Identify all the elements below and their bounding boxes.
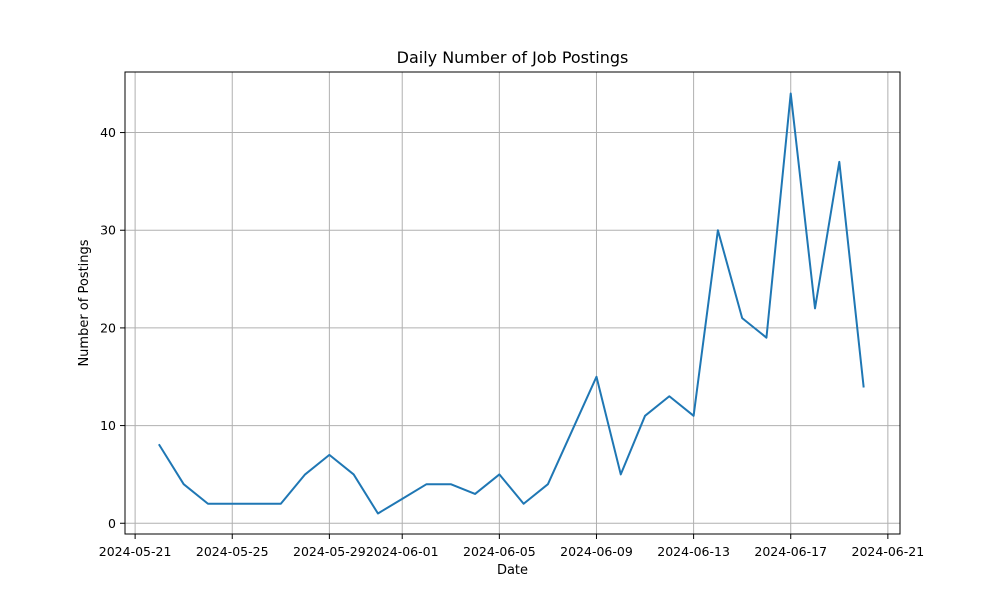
y-tick-label: 10 bbox=[100, 418, 116, 433]
x-tick-label: 2024-06-01 bbox=[366, 544, 439, 559]
axis-ticks: 2024-05-21 2024-05-25 2024-05-29 2024-06-01… bbox=[99, 125, 924, 559]
y-tick-label: 0 bbox=[108, 516, 116, 531]
y-tick-label: 40 bbox=[100, 125, 116, 140]
chart-title: Daily Number of Job Postings bbox=[397, 48, 629, 67]
plot-frame bbox=[124, 71, 901, 535]
x-axis-label: Date bbox=[497, 563, 528, 578]
x-tick-label: 2024-06-13 bbox=[657, 544, 730, 559]
y-axis-label: Number of Postings bbox=[77, 239, 92, 366]
x-tick-label: 2024-06-05 bbox=[463, 544, 536, 559]
series-line bbox=[158, 92, 865, 515]
x-tick-label: 2024-05-21 bbox=[99, 544, 172, 559]
x-tick-label: 2024-06-09 bbox=[560, 544, 633, 559]
series-layer bbox=[158, 92, 865, 515]
y-tick-label: 30 bbox=[100, 223, 116, 238]
x-tick-label: 2024-05-29 bbox=[293, 544, 366, 559]
x-tick-label: 2024-06-17 bbox=[754, 544, 827, 559]
grid-lines bbox=[125, 72, 900, 534]
x-tick-label: 2024-06-21 bbox=[852, 544, 925, 559]
x-tick-label: 2024-05-25 bbox=[196, 544, 269, 559]
y-tick-label: 20 bbox=[100, 320, 116, 335]
